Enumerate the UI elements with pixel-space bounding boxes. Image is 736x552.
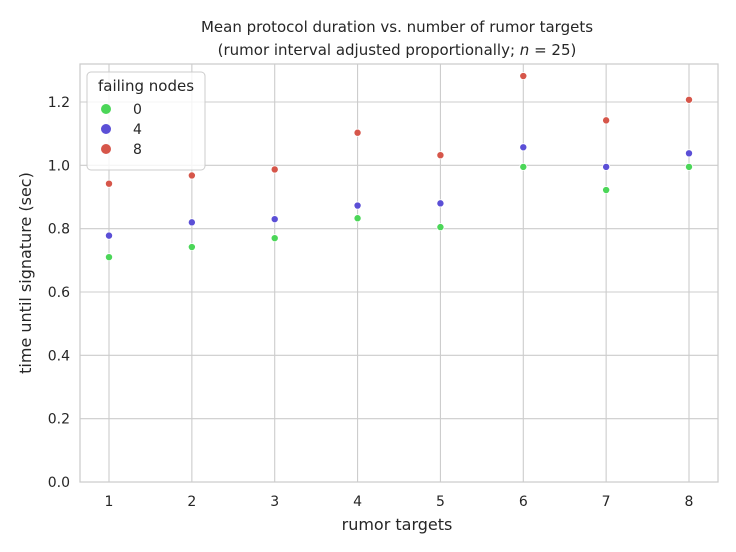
legend-marker-8 bbox=[101, 144, 111, 154]
plot-frame bbox=[79, 63, 719, 483]
y-tick-label: 1.2 bbox=[48, 95, 70, 111]
data-point-series-8 bbox=[602, 116, 611, 125]
chart-title-line-2-text: (rumor interval adjusted proportionally; bbox=[218, 41, 520, 59]
data-point-series-0 bbox=[270, 234, 279, 243]
grid-lines bbox=[80, 64, 718, 483]
data-point-series-0 bbox=[436, 223, 445, 232]
y-tick-label: 1.0 bbox=[48, 158, 70, 174]
x-tick-label: 8 bbox=[685, 494, 694, 510]
x-tick-label: 5 bbox=[436, 494, 445, 510]
y-tick-label: 0.2 bbox=[48, 412, 70, 428]
y-tick-label: 0.4 bbox=[48, 348, 70, 364]
x-tick-label: 6 bbox=[519, 494, 528, 510]
data-point-series-4 bbox=[270, 215, 279, 224]
chart-title-line-2: (rumor interval adjusted proportionally;… bbox=[218, 41, 577, 59]
legend-label-0: 0 bbox=[133, 102, 142, 118]
legend-label-4: 4 bbox=[133, 122, 142, 138]
data-point-series-8 bbox=[685, 95, 694, 104]
x-tick-labels: 1 2 3 4 5 6 7 8 bbox=[105, 494, 694, 510]
y-axis-label: time until signature (sec) bbox=[16, 172, 35, 374]
data-point-series-8 bbox=[436, 151, 445, 160]
chart-title-n-symbol: n bbox=[520, 41, 530, 59]
data-point-series-0 bbox=[519, 162, 528, 171]
data-point-series-0 bbox=[105, 253, 114, 262]
data-point-series-4 bbox=[519, 143, 528, 152]
y-tick-label: 0.0 bbox=[48, 475, 70, 491]
data-point-series-8 bbox=[270, 165, 279, 174]
data-point-series-8 bbox=[519, 72, 528, 81]
data-point-series-8 bbox=[105, 179, 114, 188]
data-point-series-0 bbox=[602, 186, 611, 195]
data-point-series-0 bbox=[187, 243, 196, 252]
data-point-series-0 bbox=[353, 214, 362, 223]
data-point-series-4 bbox=[353, 201, 362, 210]
data-point-series-8 bbox=[353, 128, 362, 137]
legend-title: failing nodes bbox=[98, 77, 194, 95]
data-points bbox=[105, 72, 694, 262]
legend-entries: 0 4 8 bbox=[101, 102, 142, 158]
x-axis-label: rumor targets bbox=[342, 515, 453, 534]
data-point-series-4 bbox=[436, 199, 445, 208]
data-point-series-4 bbox=[602, 162, 611, 171]
legend-label-8: 8 bbox=[133, 142, 142, 158]
data-point-series-8 bbox=[187, 171, 196, 180]
data-point-series-0 bbox=[685, 162, 694, 171]
chart-title-n-value: = 25) bbox=[529, 41, 576, 59]
data-point-series-4 bbox=[685, 149, 694, 158]
x-tick-label: 7 bbox=[602, 494, 611, 510]
legend-marker-0 bbox=[101, 104, 111, 114]
legend: failing nodes 0 4 8 bbox=[86, 71, 206, 171]
y-tick-label: 0.6 bbox=[48, 285, 70, 301]
chart-title-line-1: Mean protocol duration vs. number of rum… bbox=[201, 18, 593, 36]
x-tick-label: 3 bbox=[270, 494, 279, 510]
data-point-series-4 bbox=[187, 218, 196, 227]
legend-marker-4 bbox=[101, 124, 111, 134]
data-point-series-4 bbox=[105, 231, 114, 240]
y-tick-labels: 0.0 0.2 0.4 0.6 0.8 1.0 1.2 bbox=[48, 95, 70, 491]
legend-box bbox=[86, 71, 206, 171]
x-tick-label: 1 bbox=[105, 494, 114, 510]
x-tick-label: 2 bbox=[187, 494, 196, 510]
x-tick-label: 4 bbox=[353, 494, 362, 510]
y-tick-label: 0.8 bbox=[48, 222, 70, 238]
